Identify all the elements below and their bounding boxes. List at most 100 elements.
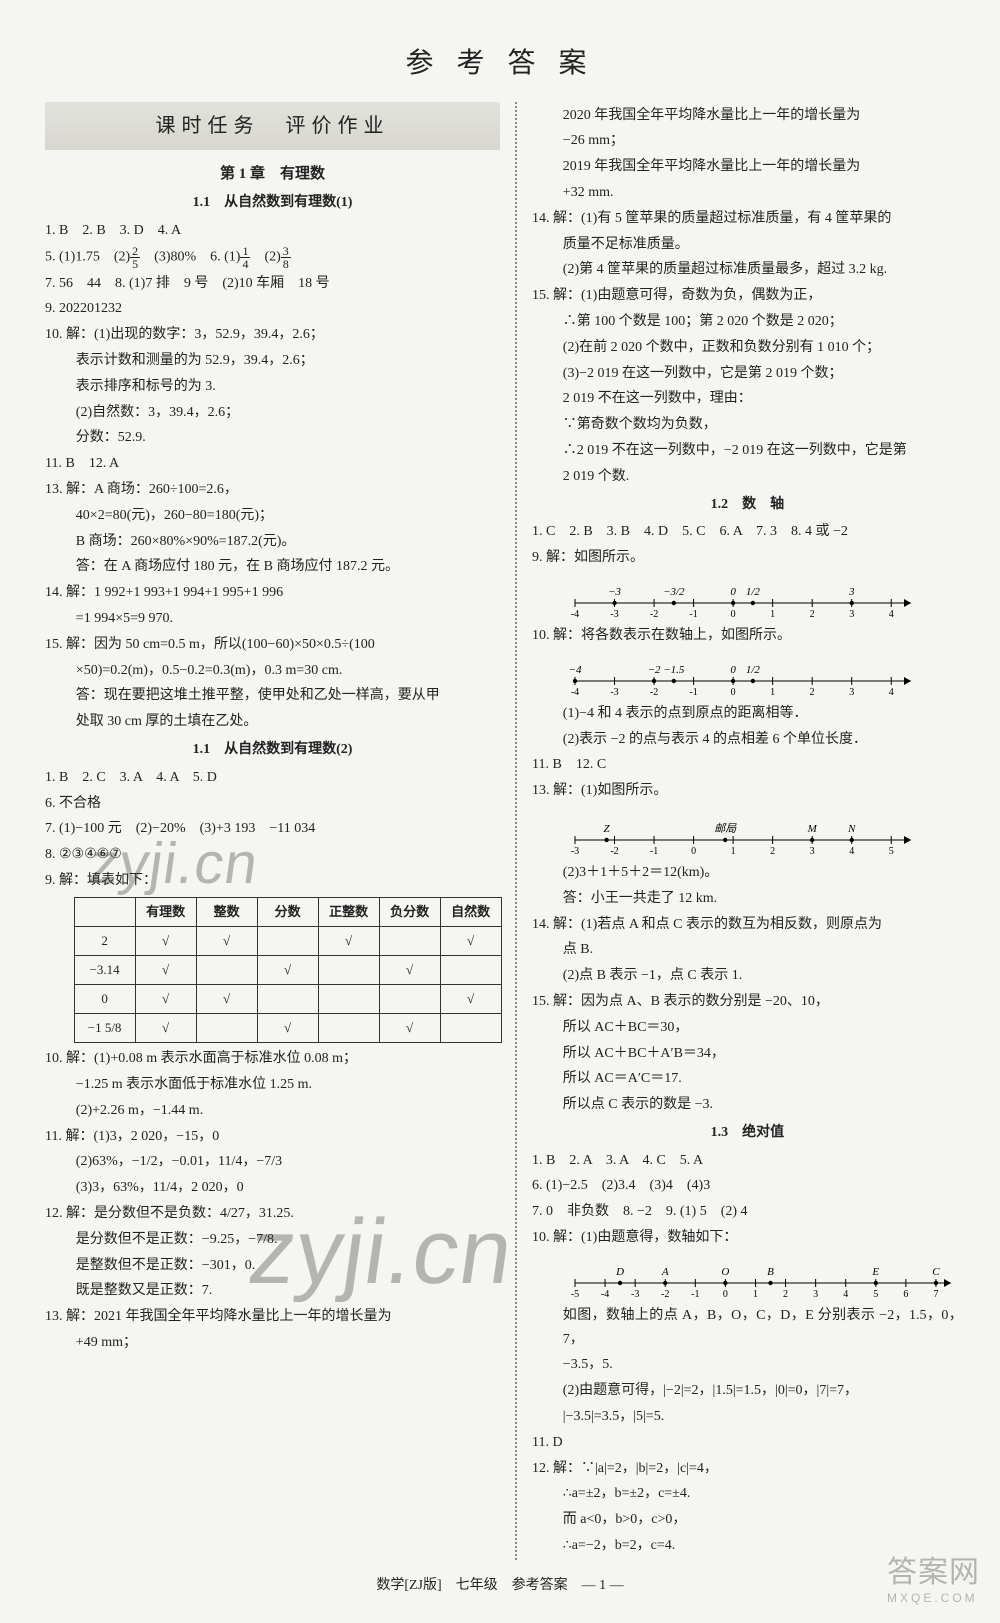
table-header: 自然数 [440, 897, 501, 926]
svg-text:−3: −3 [608, 586, 621, 598]
table-cell: √ [318, 926, 379, 955]
answer-line: 是整数但不是正数：−301，0. [45, 1254, 500, 1278]
answer-line: 处取 30 cm 厚的土填在乙处。 [45, 710, 500, 734]
answer-line: 所以点 C 表示的数是 −3. [532, 1093, 963, 1117]
svg-text:-3: -3 [610, 609, 618, 620]
answer-line: (3)3，63%，11/4，2 020，0 [45, 1176, 500, 1200]
answer-line: ∴2 019 不在这一列数中，−2 019 在这一列数中，它是第 [532, 439, 963, 463]
answer-line: 表示计数和测量的为 52.9，39.4，2.6； [45, 349, 500, 373]
svg-text:M: M [806, 823, 817, 835]
svg-text:-1: -1 [650, 846, 658, 857]
table-cell: −3.14 [74, 956, 135, 985]
left-column: 课时任务 评价作业 第 1 章 有理数 1.1 从自然数到有理数(1) 1. B… [45, 102, 500, 1560]
answer-line: 2 019 个数. [532, 465, 963, 489]
answer-line: 11. 解：(1)3，2 020，−15，0 [45, 1125, 500, 1149]
answer-line: 11. B 12. C [532, 753, 963, 777]
answer-line: 答：现在要把这堆土推平整，使甲处和乙处一样高，要从甲 [45, 684, 500, 708]
answer-line: (1)−4 和 4 表示的点到原点的距离相等． [532, 702, 963, 726]
table-header: 负分数 [379, 897, 440, 926]
answer-line: 分数：52.9. [45, 426, 500, 450]
answer-line: 1. B 2. C 3. A 4. A 5. D [45, 766, 500, 790]
table-cell: √ [135, 1014, 196, 1043]
answer-line: 表示排序和标号的为 3. [45, 375, 500, 399]
answer-line: 15. 解：(1)由题意可得，奇数为负，偶数为正， [532, 284, 963, 308]
svg-text:1: 1 [770, 687, 775, 698]
answer-line: (2)点 B 表示 −1，点 C 表示 1. [532, 964, 963, 988]
table-cell [257, 985, 318, 1014]
answer-line: 点 B. [532, 938, 963, 962]
answer-line: −1.25 m 表示水面低于标准水位 1.25 m. [45, 1073, 500, 1097]
svg-text:-1: -1 [691, 1289, 699, 1300]
svg-text:4: 4 [889, 687, 894, 698]
answer-line: 1. B 2. A 3. A 4. C 5. A [532, 1149, 963, 1173]
svg-text:2: 2 [809, 609, 814, 620]
text: (2) [250, 249, 280, 264]
svg-text:邮局: 邮局 [714, 822, 737, 835]
answer-line: 答：在 A 商场应付 180 元，在 B 商场应付 187.2 元。 [45, 555, 500, 579]
column-divider [515, 102, 517, 1560]
table-row: 0√√√ [74, 985, 501, 1014]
table-header [74, 897, 135, 926]
table-cell [318, 1014, 379, 1043]
answer-line: ∵第奇数个数均为负数， [532, 413, 963, 437]
number-line: -3-2-1012345Z邮局MN [563, 806, 923, 858]
table-cell: √ [135, 956, 196, 985]
answer-line: 7. 0 非负数 8. −2 9. (1) 5 (2) 4 [532, 1200, 963, 1224]
svg-text:−1.5: −1.5 [663, 664, 685, 676]
number-line: -5-4-3-2-101234567DAOBEC [563, 1253, 963, 1301]
right-column: 2020 年我国全年平均降水量比上一年的增长量为 −26 mm； 2019 年我… [532, 102, 963, 1560]
svg-text:−2: −2 [647, 664, 660, 676]
classification-table: 有理数整数分数正整数负分数自然数 2√√√√−3.14√√√0√√√−1 5/8… [74, 897, 502, 1043]
table-header: 整数 [196, 897, 257, 926]
page-title: 参 考 答 案 [45, 40, 955, 88]
answer-line: 13. 解：2021 年我国全年平均降水量比上一年的增长量为 [45, 1305, 500, 1329]
table-cell: √ [440, 985, 501, 1014]
answer-line: (2)自然数：3，39.4，2.6； [45, 401, 500, 425]
svg-text:6: 6 [903, 1289, 908, 1300]
answer-line: 所以 AC＝A′C＝17. [532, 1067, 963, 1091]
table-cell: 0 [74, 985, 135, 1014]
answer-line: (2)表示 −2 的点与表示 4 的点相差 6 个单位长度． [532, 728, 963, 752]
answer-line: −3.5，5. [532, 1353, 963, 1377]
svg-text:0: 0 [723, 1289, 728, 1300]
answer-line: 15. 解：因为点 A、B 表示的数分别是 −20、10， [532, 990, 963, 1014]
svg-text:3: 3 [849, 687, 854, 698]
table-cell [196, 956, 257, 985]
svg-text:D: D [615, 1266, 624, 1278]
answer-line: =1 994×5=9 970. [45, 607, 500, 631]
table-cell: √ [196, 926, 257, 955]
answer-line: B 商场：260×80%×90%=187.2(元)。 [45, 530, 500, 554]
answer-line: 14. 解：1 992+1 993+1 994+1 995+1 996 [45, 581, 500, 605]
svg-text:-1: -1 [689, 609, 697, 620]
answer-line: 10. 解：将各数表示在数轴上，如图所示。 [532, 624, 963, 648]
text: 5. (1)1.75 (2) [45, 249, 130, 264]
svg-text:C: C [932, 1266, 940, 1278]
answer-line: (2)在前 2 020 个数中，正数和负数分别有 1 010 个； [532, 336, 963, 360]
answer-line: 7. 56 44 8. (1)7 排 9 号 (2)10 车厢 18 号 [45, 272, 500, 296]
answer-line: 2019 年我国全年平均降水量比上一年的增长量为 [532, 155, 963, 179]
svg-text:-3: -3 [631, 1289, 639, 1300]
table-cell: √ [257, 1014, 318, 1043]
fraction: 38 [281, 245, 291, 270]
subtitle-s3: 1.2 数 轴 [532, 493, 963, 517]
table-row: −3.14√√√ [74, 956, 501, 985]
svg-text:-4: -4 [601, 1289, 609, 1300]
answer-line: 15. 解：因为 50 cm=0.5 m，所以(100−60)×50×0.5÷(… [45, 633, 500, 657]
answer-line: ∴第 100 个数是 100；第 2 020 个数是 2 020； [532, 310, 963, 334]
svg-text:4: 4 [889, 609, 894, 620]
table-cell [196, 1014, 257, 1043]
answer-line: 40×2=80(元)，260−80=180(元)； [45, 504, 500, 528]
svg-text:A: A [661, 1266, 669, 1278]
answer-line: 9. 解：填表如下： [45, 869, 500, 893]
answer-line: (2)63%，−1/2，−0.01，11/4，−7/3 [45, 1150, 500, 1174]
table-cell: √ [135, 985, 196, 1014]
answer-line: (2)第 4 筐苹果的质量超过标准质量最多，超过 3.2 kg. [532, 258, 963, 282]
answer-line: 1. C 2. B 3. B 4. D 5. C 6. A 7. 3 8. 4 … [532, 520, 963, 544]
svg-text:N: N [847, 823, 856, 835]
table-cell [440, 956, 501, 985]
answer-line: 12. 解：∵|a|=2，|b|=2，|c|=4， [532, 1457, 963, 1481]
svg-text:2: 2 [809, 687, 814, 698]
svg-text:5: 5 [889, 846, 894, 857]
answer-line: 8. ②③④⑥⑦ [45, 843, 500, 867]
answer-line: ∴a=−2，b=2，c=4. [532, 1534, 963, 1558]
